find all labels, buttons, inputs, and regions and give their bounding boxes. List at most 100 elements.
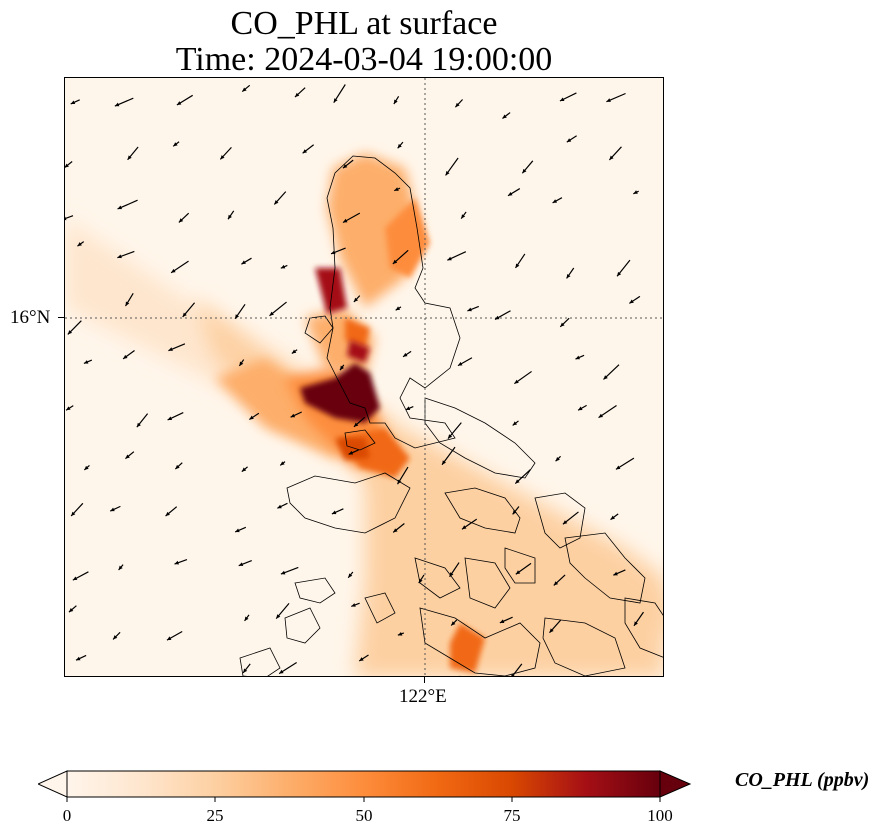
wind-vector xyxy=(616,259,631,277)
wind-vector xyxy=(65,215,74,221)
wind-vector xyxy=(302,144,315,154)
wind-vector xyxy=(118,564,124,571)
wind-vector xyxy=(241,257,252,265)
wind-vector xyxy=(449,562,460,578)
wind-vector xyxy=(241,466,248,473)
concentration-patch xyxy=(347,340,370,363)
wind-vector xyxy=(279,461,286,466)
colorbar-tick-100: 100 xyxy=(647,806,673,825)
wind-vector xyxy=(244,614,250,622)
longitude-tick-label: 122°E xyxy=(399,686,447,707)
wind-vector xyxy=(234,526,247,533)
wind-vector xyxy=(441,446,456,466)
wind-vector xyxy=(553,574,566,586)
wind-vector xyxy=(562,511,579,525)
wind-vector xyxy=(502,112,511,120)
wind-vector xyxy=(402,350,412,358)
concentration-patch xyxy=(335,438,370,460)
wind-vector xyxy=(109,505,121,512)
wind-vector xyxy=(294,87,306,98)
wind-vector xyxy=(242,663,251,674)
wind-vector xyxy=(176,94,193,106)
wind-vector xyxy=(397,631,405,636)
wind-vector xyxy=(353,416,366,428)
wind-vector xyxy=(459,675,461,676)
wind-vector xyxy=(615,457,635,470)
wind-vector xyxy=(170,260,189,274)
wind-vector xyxy=(397,141,404,149)
wind-vector xyxy=(358,654,369,662)
wind-vector xyxy=(447,251,467,261)
wind-vector xyxy=(238,359,245,367)
concentration-field xyxy=(65,153,663,676)
coastline-segment xyxy=(444,487,521,534)
wind-vector xyxy=(418,574,425,584)
coastline-segment xyxy=(414,557,461,599)
colorbar-high-extend xyxy=(659,770,692,798)
wind-vector xyxy=(77,241,85,247)
wind-vector xyxy=(577,404,587,411)
wind-vector xyxy=(174,558,188,565)
wind-vector xyxy=(178,212,190,223)
wind-vector xyxy=(555,455,561,462)
wind-vector xyxy=(393,96,400,105)
wind-vector xyxy=(552,197,563,204)
coastline-segment xyxy=(364,592,396,624)
wind-vector xyxy=(275,602,290,619)
wind-vector xyxy=(182,302,196,318)
wind-vector xyxy=(273,191,287,205)
coastline-segment xyxy=(239,647,281,676)
wind-vector xyxy=(598,405,617,419)
wind-vector xyxy=(521,160,534,174)
colorbar-label: CO_PHL (ppbv) xyxy=(735,769,870,791)
wind-vector xyxy=(65,405,74,411)
wind-vector xyxy=(168,343,186,352)
wind-vector xyxy=(499,616,513,624)
wind-vector xyxy=(114,97,134,107)
wind-vector xyxy=(461,518,478,530)
wind-vector xyxy=(512,420,519,426)
wind-vector xyxy=(515,562,532,575)
wind-vector xyxy=(447,422,462,440)
wind-vector xyxy=(445,157,459,176)
wind-vector xyxy=(392,523,405,533)
coastlines xyxy=(239,155,663,676)
wind-vector xyxy=(566,135,577,143)
wind-vector xyxy=(511,663,523,676)
wind-vector xyxy=(227,210,235,220)
coastline-segment xyxy=(284,607,321,644)
wind-vector xyxy=(575,354,585,360)
wind-vector xyxy=(633,611,644,627)
wind-vector xyxy=(512,506,520,515)
concentration-patch xyxy=(385,198,430,278)
coastline-segment xyxy=(504,547,536,584)
wind-vector xyxy=(122,350,135,360)
wind-vector xyxy=(514,469,531,484)
concentration-patch xyxy=(515,568,565,638)
wind-vector xyxy=(112,631,121,640)
wind-vector xyxy=(67,320,82,335)
wind-vector xyxy=(167,412,184,421)
wind-vector xyxy=(514,370,532,385)
wind-vector xyxy=(629,295,641,304)
wind-vector xyxy=(280,566,299,575)
wind-vector xyxy=(278,661,297,675)
wind-vector xyxy=(125,451,135,460)
wind-vector xyxy=(342,159,354,169)
wind-vector xyxy=(127,146,139,161)
wind-vector xyxy=(70,99,80,105)
concentration-patch xyxy=(355,408,663,676)
colorbar-tick-marks xyxy=(66,797,661,802)
wind-vector xyxy=(549,619,562,634)
wind-vector xyxy=(280,264,288,269)
wind-vector xyxy=(351,602,360,607)
coastline-segment xyxy=(294,577,336,604)
coastline-segment xyxy=(424,397,536,479)
coastline-segment xyxy=(326,155,461,449)
wind-vector xyxy=(165,506,178,517)
wind-vector xyxy=(494,310,511,320)
wind-vector xyxy=(125,292,134,307)
wind-vector xyxy=(559,317,570,328)
wind-vector xyxy=(342,212,361,224)
wind-vector xyxy=(460,211,467,219)
